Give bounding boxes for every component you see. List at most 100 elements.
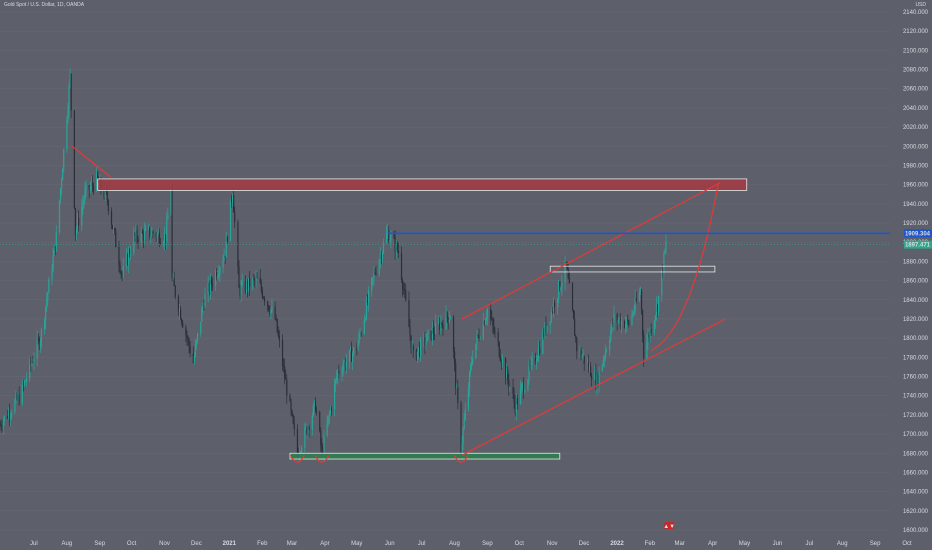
x-tick-label: Apr bbox=[320, 541, 329, 547]
x-tick-label: Aug bbox=[837, 541, 848, 547]
candle-body bbox=[268, 305, 270, 311]
candle-body bbox=[106, 192, 108, 201]
trendline bbox=[461, 318, 726, 456]
candle-body bbox=[216, 272, 218, 278]
candle-body bbox=[393, 234, 395, 239]
candle-body bbox=[31, 362, 33, 365]
candle-body bbox=[616, 314, 618, 323]
candle-body bbox=[416, 351, 419, 360]
candle-body bbox=[485, 317, 488, 321]
candle-body bbox=[36, 338, 38, 359]
candle-body bbox=[204, 294, 206, 308]
candle-body bbox=[627, 318, 629, 322]
candle-body bbox=[472, 358, 474, 364]
candle-body bbox=[305, 426, 307, 428]
candle-body bbox=[386, 233, 388, 244]
candle-body bbox=[499, 356, 501, 361]
candle-body bbox=[245, 281, 248, 292]
candle-body bbox=[225, 237, 227, 258]
candle-body bbox=[167, 215, 169, 220]
candle-body bbox=[54, 246, 56, 251]
candle-body bbox=[425, 341, 427, 346]
candle-body bbox=[155, 234, 157, 238]
candle-body bbox=[520, 385, 523, 389]
candle-body bbox=[476, 335, 478, 344]
candle-body bbox=[44, 320, 46, 330]
candle-body bbox=[185, 327, 187, 335]
candle-body bbox=[438, 322, 440, 323]
candle-body bbox=[18, 394, 20, 404]
y-tick-label: 1760.000 bbox=[903, 375, 929, 381]
x-tick-label: May bbox=[351, 541, 362, 547]
candle-body bbox=[594, 372, 596, 380]
candle-body bbox=[23, 380, 26, 385]
candle-body bbox=[306, 426, 308, 434]
candle-body bbox=[38, 338, 40, 347]
candle-body bbox=[343, 361, 345, 367]
candle-body bbox=[411, 345, 413, 349]
candle-body bbox=[375, 273, 377, 275]
candle-body bbox=[267, 301, 269, 306]
candle-body bbox=[89, 186, 91, 190]
candle-body bbox=[290, 401, 292, 411]
candle-body bbox=[37, 338, 39, 340]
candle-body bbox=[598, 371, 600, 386]
candle-body bbox=[91, 182, 94, 186]
price-tag-line: 1909.304 bbox=[905, 231, 931, 237]
candle-body bbox=[0, 424, 1, 426]
y-tick-label: 1840.000 bbox=[903, 298, 929, 304]
candle-body bbox=[358, 334, 360, 344]
y-tick-label: 2100.000 bbox=[903, 48, 929, 54]
candle-body bbox=[166, 219, 168, 243]
candle-body bbox=[543, 332, 545, 338]
candle-body bbox=[456, 387, 458, 389]
candle-body bbox=[45, 306, 47, 321]
x-tick-label: Oct bbox=[515, 541, 525, 547]
candle-body bbox=[260, 282, 262, 291]
candle-body bbox=[259, 277, 261, 283]
candle-body bbox=[327, 416, 329, 424]
x-tick-label: Oct bbox=[127, 541, 137, 547]
candle-body bbox=[114, 228, 116, 232]
candle-body bbox=[529, 365, 531, 367]
candle-body bbox=[410, 335, 412, 349]
candle-body bbox=[505, 358, 507, 378]
candle-body bbox=[524, 389, 526, 393]
candle-body bbox=[192, 353, 194, 363]
candle-body bbox=[222, 260, 224, 268]
candle-body bbox=[165, 234, 167, 243]
candle-body bbox=[17, 394, 19, 400]
candle-body bbox=[408, 299, 410, 328]
candle-body bbox=[240, 285, 242, 296]
candle-body bbox=[661, 269, 663, 296]
candle-body bbox=[353, 347, 355, 354]
candle-body bbox=[24, 380, 27, 382]
candle-body bbox=[173, 277, 175, 286]
candle-body bbox=[224, 255, 226, 258]
candle-body bbox=[323, 435, 325, 454]
candle-body bbox=[519, 388, 522, 405]
candle-body bbox=[449, 317, 451, 320]
candle-body bbox=[633, 310, 635, 314]
candle-body bbox=[552, 302, 555, 312]
candle-body bbox=[55, 232, 57, 251]
candle-body bbox=[210, 279, 212, 285]
x-tick-label: Aug bbox=[61, 541, 72, 547]
candle-body bbox=[576, 338, 578, 352]
candle-body bbox=[311, 415, 313, 430]
candle-body bbox=[21, 383, 23, 404]
candle-body bbox=[188, 339, 190, 347]
zone-support bbox=[289, 452, 561, 460]
candle-body bbox=[76, 217, 79, 230]
candle-body bbox=[263, 298, 266, 302]
candle-body bbox=[177, 296, 180, 312]
candle-body bbox=[172, 277, 174, 279]
candle-body bbox=[401, 279, 404, 290]
candle-body bbox=[70, 73, 72, 111]
y-tick-label: 1600.000 bbox=[903, 528, 929, 534]
candle-body bbox=[301, 447, 303, 453]
candle-body bbox=[618, 318, 620, 321]
x-tick-label: 2021 bbox=[223, 541, 237, 547]
